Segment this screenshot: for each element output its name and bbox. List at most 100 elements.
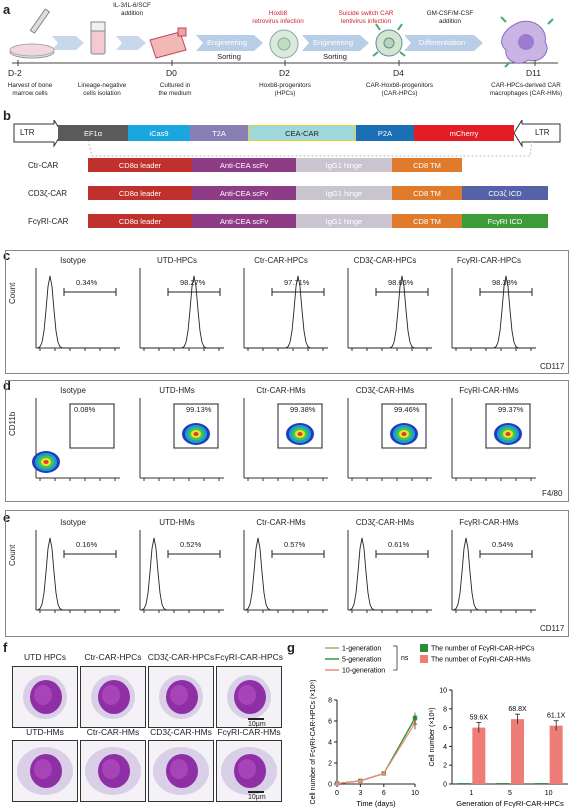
x-tick-label: 5 xyxy=(508,790,512,797)
panel-c-frame xyxy=(5,250,569,374)
gate-percentage: 99.38% xyxy=(290,405,316,414)
ltr-left-label: LTR xyxy=(20,128,35,137)
histogram-curve xyxy=(452,275,536,349)
plot-title: CD3ζ-CAR-HMs xyxy=(355,518,415,527)
gmcsf-addition-text: GM-CSF/M-CSF addition xyxy=(426,10,474,25)
panel-e-frame xyxy=(5,510,569,637)
sorting-label-2: Sorting xyxy=(323,52,347,61)
car-name: CD3ζ-CAR xyxy=(28,189,68,198)
e-xlabel: CD117 xyxy=(540,624,565,633)
car-segment: CD8α leader xyxy=(88,186,192,200)
day-label: D4 xyxy=(393,68,404,78)
bar xyxy=(549,725,563,784)
micrograph xyxy=(216,666,282,728)
car-segment: Anti-CEA scFv xyxy=(192,186,296,200)
plot-title: CD3ζ-CAR-HMs xyxy=(355,386,415,395)
data-point xyxy=(357,778,363,783)
gate-box xyxy=(381,403,427,449)
panel-label-c: c xyxy=(3,248,11,263)
plot-title: UTD-HMs xyxy=(159,518,195,527)
panel-label-a: a xyxy=(3,2,11,17)
fold-change-label: 61.1X xyxy=(547,713,566,720)
histogram-curve xyxy=(347,537,432,611)
gate-percentage: 0.54% xyxy=(492,540,514,549)
data-point xyxy=(381,770,387,776)
gate-box xyxy=(173,403,219,449)
step-desc: CAR-Hoxb8-progenitors (CAR-HPCs) xyxy=(365,82,434,97)
micrograph-label: Ctr-CAR-HPCs xyxy=(84,652,142,662)
step-desc: CAR-HPCs-derived CAR macrophages (CAR-HM… xyxy=(489,82,563,97)
x-tick-label: 1 xyxy=(469,790,473,797)
gate-box xyxy=(485,403,531,449)
bar xyxy=(457,783,471,785)
car-segment: CD8 TM xyxy=(392,158,462,172)
bar xyxy=(534,783,548,785)
micrograph xyxy=(148,740,214,802)
flow-plot xyxy=(139,398,224,481)
gate-percentage: 0.16% xyxy=(76,540,98,549)
y-axis-label: Cell number of FcγRI-CAR-HPCs (×10⁸) xyxy=(310,680,317,805)
flow-plot xyxy=(451,268,536,351)
micrograph-label: CD3ζ-CAR-HPCs xyxy=(147,652,215,662)
legend-label: The number of FcγRI-CAR-HMs xyxy=(431,657,531,664)
hoxb8-infection-text: Hoxb8 retrovirus infection xyxy=(252,10,304,25)
plot-title: Isotype xyxy=(60,518,86,527)
day-label: D-2 xyxy=(8,68,22,78)
micrograph-label: FcγRI-CAR-HMs xyxy=(217,727,281,737)
panel-label-b: b xyxy=(3,108,11,123)
engineering-arrow-1 xyxy=(196,35,263,51)
gate-percentage: 99.13% xyxy=(186,405,212,414)
ltr-right-label: LTR xyxy=(535,128,550,137)
gate-box xyxy=(69,403,115,449)
scale-bar-label: 10μm xyxy=(248,721,266,728)
car-segment: IgG1 hinge xyxy=(296,158,392,172)
legend-swatch xyxy=(420,655,428,663)
car-segment: CD8α leader xyxy=(88,214,192,228)
plot-title: FcγRI-CAR-HPCs xyxy=(457,256,521,265)
car-segment: IgG1 hinge xyxy=(296,214,392,228)
gate-percentage: 0.34% xyxy=(76,278,98,287)
flow-plot xyxy=(35,268,120,351)
micrograph xyxy=(216,740,282,802)
plot-title: UTD-HPCs xyxy=(157,256,197,265)
car-segment: CD8 TM xyxy=(392,214,462,228)
bar xyxy=(496,783,509,785)
panel-b: LTR LTR EF1α iCas9 T2A CEA-CAR P2A mCherry Ct… xyxy=(0,120,575,245)
flow-plot xyxy=(243,530,328,613)
step-desc: Lineage-negative cells isolation xyxy=(77,82,127,97)
density-contour xyxy=(297,432,303,436)
y-tick-label: 4 xyxy=(443,744,447,751)
flow-plot xyxy=(451,398,536,481)
day-label: D11 xyxy=(526,68,541,78)
histogram-curve xyxy=(243,537,328,611)
series-line xyxy=(336,717,416,785)
d-ylabel: CD11b xyxy=(8,411,17,436)
gate-percentage: 98.38% xyxy=(492,278,518,287)
density-contour xyxy=(43,460,49,464)
car-name: FcγRI-CAR xyxy=(28,217,69,226)
d-xlabel: F4/80 xyxy=(542,489,563,498)
car-name: Ctr-CAR xyxy=(28,161,59,170)
plot-title: FcγRI-CAR-HMs xyxy=(459,518,519,527)
histogram-curve xyxy=(139,537,224,611)
y-tick-label: 2 xyxy=(328,761,332,768)
car-infection-text: Suicide switch CAR lentivirus infection xyxy=(338,10,394,25)
construct-segment: T2A xyxy=(190,125,248,141)
flow-plot xyxy=(451,530,536,613)
panel-a: IL-3/IL-6/SCF addition Hoxb8 retrovirus … xyxy=(0,0,575,108)
c-ylabel: Count xyxy=(8,282,17,304)
y-tick-label: 6 xyxy=(328,719,332,726)
y-axis-label: Cell number (×10⁶) xyxy=(429,707,436,766)
y-tick-label: 0 xyxy=(443,782,447,789)
panel-label-e: e xyxy=(3,510,11,525)
micrograph-label: FcγRI-CAR-HPCs xyxy=(215,652,283,662)
micrograph-label: CD3ζ-CAR-HMs xyxy=(150,727,212,737)
differentiation-label: Differentiation xyxy=(418,38,466,47)
histogram-curve xyxy=(244,275,328,349)
legend-label: The number of FcγRI-CAR-HPCs xyxy=(431,646,535,653)
legend-label: 5-generation xyxy=(342,657,381,664)
day-label: D2 xyxy=(279,68,290,78)
construct-segment: EF1α xyxy=(58,125,128,141)
car-segment: Anti-CEA scFv xyxy=(192,158,296,172)
panel-label-d: d xyxy=(3,378,11,393)
